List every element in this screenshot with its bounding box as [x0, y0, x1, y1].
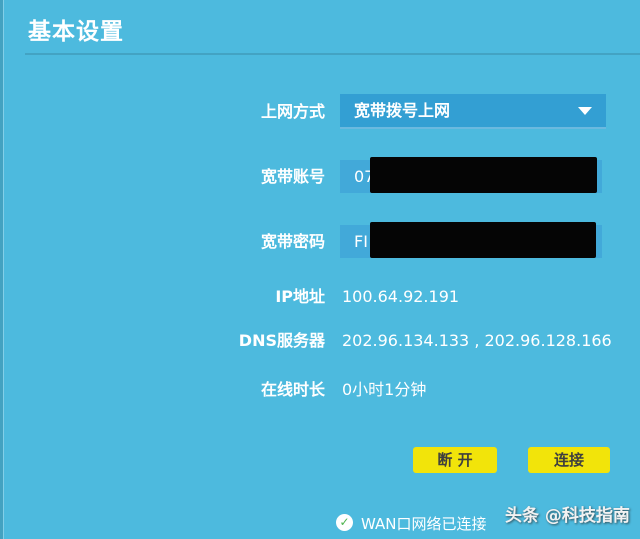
redaction-bar-password	[370, 222, 596, 258]
wan-status-text: WAN口网络已连接	[361, 515, 487, 533]
dns-server-label: DNS服务器	[238, 331, 325, 350]
chevron-down-icon	[578, 107, 592, 115]
redaction-bar-account	[370, 157, 597, 193]
broadband-account-label: 宽带账号	[260, 167, 325, 186]
left-edge-strip	[0, 0, 3, 539]
broadband-password-label: 宽带密码	[260, 232, 325, 251]
connection-type-label: 上网方式	[260, 102, 325, 121]
left-edge-highlight	[3, 0, 4, 539]
connection-type-dropdown[interactable]: 宽带拨号上网	[340, 94, 606, 129]
connection-type-value: 宽带拨号上网	[354, 101, 451, 120]
online-duration-value: 0小时1分钟	[342, 380, 427, 399]
dns-server-value: 202.96.134.133 , 202.96.128.166	[342, 331, 612, 350]
connect-button[interactable]: 连接	[528, 447, 610, 473]
check-circle-icon: ✓	[336, 514, 353, 531]
ip-address-label: IP地址	[275, 287, 325, 306]
ip-address-value: 100.64.92.191	[342, 287, 460, 306]
title-divider	[25, 53, 640, 55]
page-title: 基本设置	[28, 19, 124, 45]
online-duration-label: 在线时长	[260, 380, 325, 399]
watermark-text: 头条 @科技指南	[505, 506, 630, 526]
disconnect-button[interactable]: 断 开	[413, 447, 497, 473]
